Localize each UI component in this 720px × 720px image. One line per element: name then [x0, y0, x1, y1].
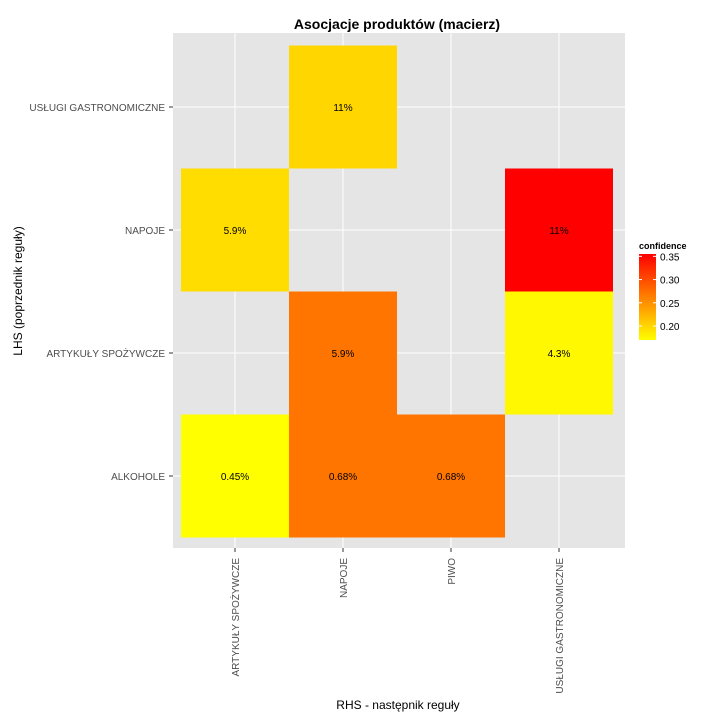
heatmap-cell-4 — [505, 291, 613, 415]
legend-tick-label-3: 0.35 — [660, 252, 680, 263]
cell-labels: 0.45% 0.68% 0.68% 5.9% 4.3% 5.9% 11% 11% — [221, 103, 571, 483]
cell-label-4: 4.3% — [548, 349, 571, 360]
heatmap-cell-7 — [289, 45, 397, 169]
heatmap-cell-2 — [397, 414, 505, 538]
x-tick-label-3: USŁUGI GASTRONOMICZNE — [555, 558, 566, 694]
cell-label-3: 5.9% — [332, 349, 355, 360]
cell-label-6: 11% — [549, 226, 568, 237]
legend-color-bar — [639, 254, 656, 340]
y-tick-label-2: NAPOJE — [125, 226, 165, 237]
x-axis: ARTYKUŁY SPOŻYWCZE NAPOJE PIWO USŁUGI GASTR… — [229, 548, 566, 694]
heatmap-cell-5 — [181, 168, 289, 292]
legend-tick-label-1: 0.25 — [660, 299, 680, 310]
y-axis: ALKOHOLE ARTYKUŁY SPOŻYWCZE NAPOJE USŁUGI G… — [29, 103, 173, 483]
legend-tick-label-0: 0.20 — [660, 322, 680, 333]
x-tick-label-0: ARTYKUŁY SPOŻYWCZE — [229, 558, 242, 677]
heatmap-cell-1 — [289, 414, 397, 538]
heatmap-cells — [181, 45, 613, 538]
cell-label-0: 0.45% — [221, 472, 249, 483]
chart-title: Asocjacje produktów (macierz) — [294, 16, 500, 32]
x-tick-label-1: NAPOJE — [339, 558, 350, 598]
heatmap-cell-3 — [289, 291, 397, 415]
cell-label-1: 0.68% — [329, 472, 357, 483]
y-axis-title: LHS (poprzednik reguły) — [11, 226, 25, 355]
cell-label-5: 5.9% — [224, 226, 247, 237]
legend-ticks: 0.20 0.25 0.30 0.35 — [639, 252, 680, 333]
cell-label-7: 11% — [333, 103, 352, 114]
legend: confidence 0.20 0.25 0.30 0.35 — [639, 241, 687, 340]
heatmap-cell-0 — [181, 414, 289, 538]
legend-title: confidence — [639, 241, 687, 251]
cell-label-2: 0.68% — [437, 472, 465, 483]
x-tick-label-2: PIWO — [447, 558, 458, 585]
y-tick-label-0: ALKOHOLE — [111, 472, 165, 483]
y-tick-label-3: USŁUGI GASTRONOMICZNE — [29, 103, 165, 114]
y-tick-label-1: ARTYKUŁY SPOŻYWCZE — [46, 347, 165, 360]
x-axis-title: RHS - następnik reguły — [336, 698, 459, 712]
heatmap-cell-6 — [505, 168, 613, 292]
legend-tick-label-2: 0.30 — [660, 276, 680, 287]
